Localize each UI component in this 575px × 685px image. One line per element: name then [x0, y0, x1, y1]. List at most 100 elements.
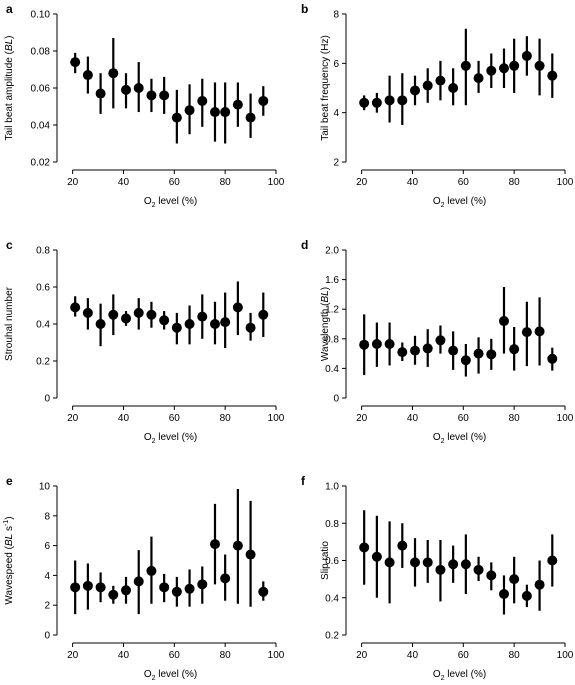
data-point: [534, 579, 545, 590]
y-axis-label: Strouhal number: [4, 286, 15, 361]
x-tick-label: 40: [407, 650, 419, 661]
y-tick-label: 2: [44, 601, 50, 612]
data-point: [473, 564, 484, 575]
data-point: [521, 590, 532, 601]
y-tick-label: 0.8: [36, 246, 50, 257]
y-tick-label: 0.02: [31, 158, 51, 169]
x-axis-label: O2 level (%): [433, 669, 486, 682]
data-point: [184, 319, 195, 329]
data-point: [509, 344, 520, 355]
data-point: [258, 586, 269, 597]
data-point: [245, 549, 256, 560]
y-tick-label: 0: [44, 394, 50, 405]
y-tick-label: 1.0: [325, 482, 339, 493]
x-tick-label: 100: [268, 413, 285, 424]
data-point: [435, 335, 446, 346]
data-point: [460, 355, 471, 366]
x-axis-label: O2 level (%): [433, 196, 486, 209]
x-tick-label: 100: [557, 650, 574, 661]
x-tick-label: 100: [557, 177, 574, 188]
data-point: [460, 60, 471, 71]
data-point: [473, 73, 484, 84]
data-point: [220, 107, 231, 118]
data-point: [159, 90, 170, 101]
data-point: [159, 582, 170, 593]
y-tick-label: 0.6: [36, 283, 50, 294]
y-tick-label: 10: [39, 482, 51, 493]
data-point: [209, 107, 220, 118]
x-tick-label: 100: [268, 177, 285, 188]
x-tick-label: 60: [458, 413, 470, 424]
x-axis-label: O2 level (%): [144, 432, 197, 445]
data-point: [245, 322, 256, 333]
data-point: [133, 576, 144, 587]
data-point: [397, 540, 408, 551]
panel-a: a 0.02 0.04 0.06 0.08 0.10 20 40 60 80 100 O2 level…: [4, 2, 285, 209]
y-tick-label: 0.2: [325, 631, 339, 642]
x-tick-label: 40: [407, 413, 419, 424]
y-tick-label: 0.08: [31, 47, 51, 58]
data-point: [95, 582, 106, 593]
y-axis-label: Slip ratio: [320, 541, 331, 580]
y-tick-label: 0.6: [325, 556, 339, 567]
y-tick-label: 1.2: [325, 305, 339, 316]
panel-d: d 0 0.4 0.8 1.2 1.6 2.0 20 40 60 80 100 O2 level (%)…: [301, 238, 574, 445]
y-tick-label: 8: [44, 511, 50, 522]
data-point: [70, 582, 81, 593]
data-point: [159, 315, 170, 326]
y-axis-label: Tail beat frequency (Hz): [320, 35, 331, 141]
panel-letter: e: [6, 474, 13, 488]
data-point: [410, 345, 421, 356]
data-point: [435, 75, 446, 86]
y-tick-label: 0.06: [31, 84, 51, 95]
panel-e: e 0 2 4 6 8 10 20 40 60 80 100 O2 level (%) Wavespeed…: [3, 474, 285, 682]
x-tick-label: 20: [67, 177, 79, 188]
data-point: [197, 95, 208, 106]
x-tick-label: 80: [220, 650, 232, 661]
x-tick-label: 40: [118, 650, 130, 661]
data-point: [371, 551, 382, 562]
data-point: [410, 557, 421, 568]
data-point: [460, 559, 471, 570]
panel-letter: b: [301, 2, 308, 16]
x-tick-label: 80: [509, 650, 521, 661]
data-point: [359, 339, 370, 350]
y-tick-label: 0.2: [36, 357, 50, 368]
data-point: [448, 559, 459, 570]
data-point: [209, 539, 220, 550]
x-tick-label: 20: [356, 177, 368, 188]
data-point: [146, 309, 157, 320]
data-point: [359, 97, 370, 108]
data-point: [121, 585, 132, 596]
data-point: [220, 317, 231, 328]
data-point: [133, 83, 144, 93]
y-tick-label: 1.6: [325, 275, 339, 286]
y-tick-label: 2.0: [325, 246, 339, 257]
panel-letter: a: [6, 2, 13, 16]
data-point: [547, 353, 558, 364]
x-tick-label: 60: [169, 177, 181, 188]
data-point: [422, 80, 433, 91]
data-point: [384, 338, 395, 349]
data-point: [146, 90, 157, 101]
data-point: [384, 95, 395, 106]
y-tick-label: 0.04: [31, 121, 51, 132]
data-point: [108, 309, 119, 320]
data-point: [171, 112, 182, 123]
data-point: [220, 573, 231, 584]
x-tick-label: 100: [557, 413, 574, 424]
data-point: [209, 319, 220, 329]
data-point: [232, 99, 243, 110]
data-point: [258, 95, 269, 106]
data-point: [509, 60, 520, 71]
x-tick-label: 60: [169, 413, 181, 424]
data-point: [232, 302, 243, 313]
data-point: [547, 555, 558, 566]
data-point: [146, 565, 157, 576]
data-point: [534, 326, 545, 337]
data-point: [171, 586, 182, 597]
data-point: [397, 95, 408, 106]
data-point: [486, 570, 497, 581]
data-point: [82, 307, 93, 318]
y-axis-label: Wavespeed (BL s-1): [3, 516, 15, 604]
